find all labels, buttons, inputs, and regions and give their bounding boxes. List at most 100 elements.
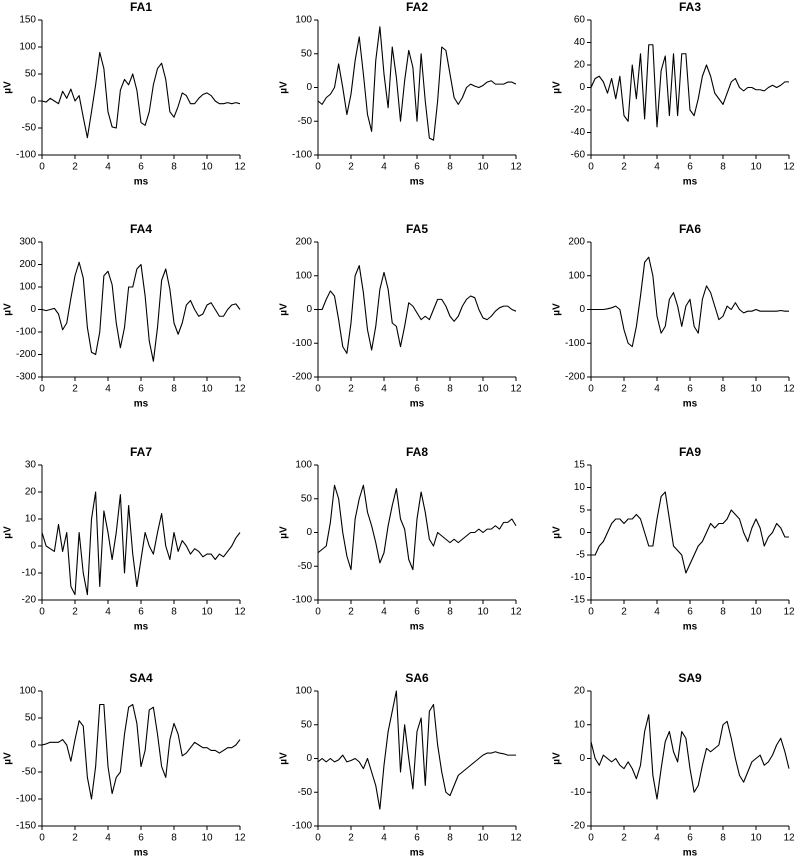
- y-tick-label: 50: [301, 48, 313, 59]
- x-tick-label: 4: [105, 162, 111, 173]
- x-tick-label: 2: [621, 607, 627, 618]
- y-axis-label: µV: [279, 752, 290, 765]
- chart-title: FA5: [406, 222, 428, 236]
- x-tick-label: 12: [234, 384, 246, 395]
- x-axis-label: ms: [683, 848, 698, 859]
- y-tick-label: -300: [16, 372, 36, 383]
- x-tick-label: 2: [348, 162, 354, 173]
- y-tick-label: 100: [19, 686, 36, 697]
- x-tick-label: 6: [687, 833, 693, 844]
- y-tick-label: 100: [19, 42, 36, 53]
- x-axis-label: ms: [410, 177, 425, 188]
- x-tick-label: 8: [171, 384, 177, 395]
- y-tick-label: -100: [16, 794, 36, 805]
- x-tick-label: 10: [477, 607, 489, 618]
- x-tick-label: 10: [477, 384, 489, 395]
- y-tick-label: -200: [565, 372, 585, 383]
- y-tick-label: 0: [306, 304, 312, 315]
- y-axis-label: µV: [3, 303, 14, 316]
- x-tick-label: 6: [687, 384, 693, 395]
- x-tick-label: 10: [201, 384, 213, 395]
- waveform-line: [317, 484, 517, 571]
- x-tick-label: 8: [447, 833, 453, 844]
- x-axis-label: ms: [134, 177, 149, 188]
- waveform-line: [41, 703, 241, 800]
- x-tick-label: 12: [234, 162, 246, 173]
- x-tick-label: 6: [687, 607, 693, 618]
- chart-title: FA8: [406, 445, 428, 459]
- waveform-line: [590, 44, 789, 128]
- waveform-line: [590, 714, 790, 800]
- y-axis-label: µV: [3, 752, 14, 765]
- x-tick-label: 6: [414, 162, 420, 173]
- x-axis-label: ms: [410, 622, 425, 633]
- y-tick-label: -200: [292, 372, 312, 383]
- x-tick-label: 0: [588, 384, 594, 395]
- x-tick-label: 4: [381, 607, 387, 618]
- y-tick-label: -50: [298, 561, 313, 572]
- waveform-line: [41, 491, 241, 596]
- x-tick-label: 4: [381, 833, 387, 844]
- x-tick-label: 8: [720, 384, 726, 395]
- x-tick-label: 0: [315, 384, 321, 395]
- x-axis-label: ms: [683, 177, 698, 188]
- y-tick-label: -100: [292, 821, 312, 832]
- x-tick-label: 4: [381, 162, 387, 173]
- chart-title: FA2: [406, 0, 428, 14]
- x-tick-label: 6: [687, 162, 693, 173]
- waveform-line: [317, 690, 516, 810]
- x-tick-label: 12: [510, 607, 522, 618]
- y-tick-label: -100: [16, 150, 36, 161]
- y-tick-label: -20: [22, 595, 37, 606]
- y-tick-label: 0: [306, 753, 312, 764]
- x-tick-label: 10: [201, 607, 213, 618]
- y-tick-label: 50: [25, 69, 37, 80]
- x-tick-label: 10: [750, 833, 762, 844]
- x-tick-label: 10: [201, 162, 213, 173]
- y-tick-label: -10: [22, 568, 37, 579]
- y-tick-label: 40: [574, 37, 586, 48]
- x-tick-label: 8: [171, 162, 177, 173]
- x-tick-label: 6: [414, 384, 420, 395]
- x-tick-label: 2: [348, 384, 354, 395]
- x-tick-label: 4: [654, 607, 660, 618]
- y-tick-label: 0: [30, 304, 36, 315]
- y-tick-label: -100: [565, 338, 585, 349]
- x-tick-label: 12: [234, 833, 246, 844]
- x-axis-label: ms: [683, 399, 698, 410]
- x-tick-label: 2: [621, 162, 627, 173]
- x-tick-label: 12: [510, 384, 522, 395]
- y-tick-label: -15: [571, 595, 586, 606]
- x-axis-label: ms: [134, 399, 149, 410]
- chart-title: SA9: [678, 671, 702, 685]
- x-tick-label: 6: [138, 384, 144, 395]
- y-tick-label: -20: [571, 821, 586, 832]
- y-axis-label: µV: [279, 81, 290, 94]
- y-tick-label: 100: [19, 282, 36, 293]
- y-tick-label: 100: [568, 270, 585, 281]
- x-tick-label: 4: [654, 162, 660, 173]
- y-axis-label: µV: [552, 526, 563, 539]
- y-tick-label: -100: [292, 595, 312, 606]
- y-tick-label: -5: [576, 550, 585, 561]
- x-tick-label: 10: [750, 162, 762, 173]
- y-tick-label: -100: [292, 150, 312, 161]
- y-axis-label: µV: [552, 81, 563, 94]
- y-tick-label: -10: [571, 572, 586, 583]
- x-tick-label: 12: [234, 607, 246, 618]
- x-axis-label: ms: [410, 399, 425, 410]
- x-tick-label: 8: [720, 833, 726, 844]
- chart-title: FA4: [130, 222, 152, 236]
- y-axis-label: µV: [552, 303, 563, 316]
- y-tick-label: 0: [306, 82, 312, 93]
- x-tick-label: 12: [783, 607, 795, 618]
- x-tick-label: 6: [414, 607, 420, 618]
- x-tick-label: 4: [381, 384, 387, 395]
- waveform-line: [318, 265, 517, 354]
- x-tick-label: 4: [105, 607, 111, 618]
- chart-title: FA7: [130, 445, 152, 459]
- x-tick-label: 0: [588, 833, 594, 844]
- y-tick-label: -150: [16, 821, 36, 832]
- y-tick-label: 5: [579, 505, 585, 516]
